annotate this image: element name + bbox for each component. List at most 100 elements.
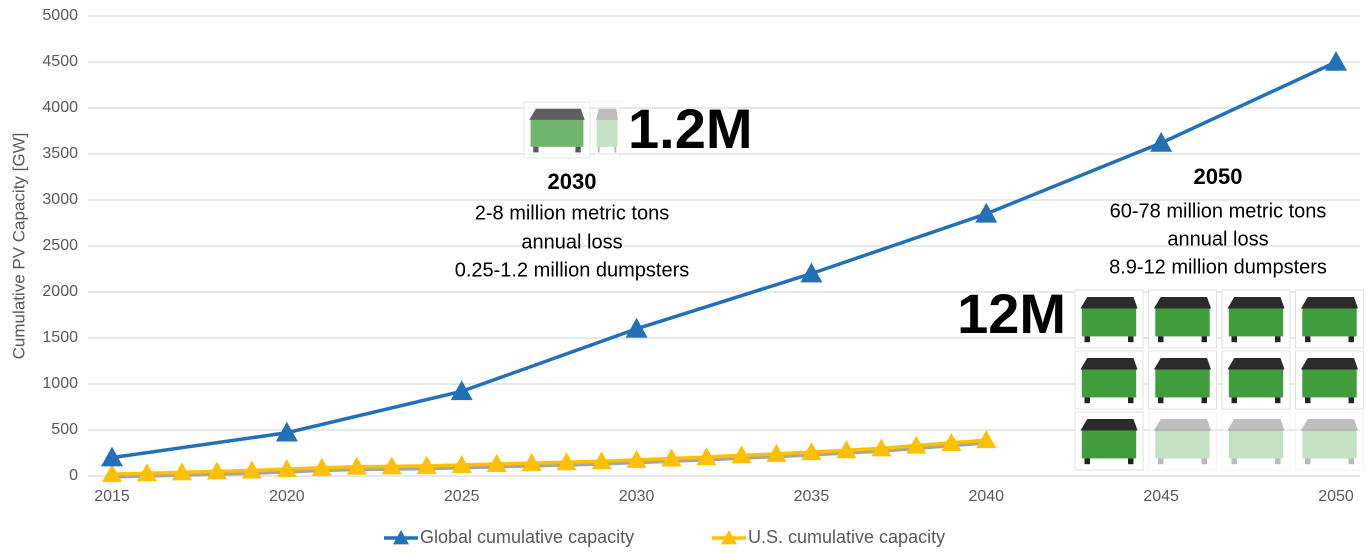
dumpster-foot [1201,458,1207,465]
y-tick-label: 1500 [42,329,78,346]
dumpster-foot [1158,458,1164,465]
y-tick-label: 2500 [42,237,78,254]
dumpster-foot [1348,397,1354,404]
y-tick-label: 0 [69,467,78,484]
dumpster-body [1155,429,1210,459]
dumpster-foot [1158,397,1164,404]
marker [731,445,752,464]
marker [625,317,648,338]
marker [661,448,682,467]
marker [975,202,998,223]
dumpster-foot [533,146,539,153]
marker [626,449,647,468]
dumpster-icon [593,101,621,159]
x-tick-label: 2030 [619,488,655,505]
marker [1150,131,1173,152]
annotation: 60-78 million metric tons [1110,200,1327,222]
dumpster-icon [1074,350,1144,410]
dumpster-icon [1148,350,1217,410]
dumpster-foot [575,146,581,153]
y-axis-label: Cumulative PV Capacity [GW] [9,133,28,360]
marker [871,438,892,457]
dumpster-foot [1084,336,1090,343]
dumpster-foot [1348,336,1354,343]
annotation: 12M [957,282,1066,345]
marker [171,462,192,481]
y-tick-label: 3500 [42,145,78,162]
dumpster-lid [1080,357,1138,370]
marker [976,430,997,449]
marker [766,443,787,462]
marker [521,453,542,472]
dumpster-lid [1153,296,1212,309]
marker [591,451,612,470]
dumpster-icon [1221,289,1291,349]
y-tick-label: 4000 [42,99,78,116]
series-line [111,438,987,476]
x-tick-label: 2045 [1143,488,1179,505]
dumpster-foot [1201,336,1207,343]
marker [101,446,123,467]
dumpster-lid [1300,418,1359,431]
legend-marker [721,530,737,545]
marker [416,455,437,474]
dumpster-foot [1275,336,1281,343]
dumpster-lid [1227,296,1285,309]
marker [275,421,298,442]
annotation: annual loss [1167,228,1268,250]
dumpster-icon [523,101,591,159]
dumpster-foot [1084,458,1090,465]
dumpster-body [1228,429,1284,459]
marker [696,447,717,466]
dumpster-lid [1300,296,1359,309]
dumpster-lid [1227,418,1285,431]
dumpster-lid [1227,357,1285,370]
marker [836,440,857,459]
annotation: 2030 [548,169,597,194]
series-line [111,60,1337,460]
dumpster-foot [1231,458,1237,465]
marker [451,454,472,473]
dumpster-lid [596,108,618,120]
dumpster-foot [1275,458,1281,465]
dumpster-foot [1128,397,1134,404]
x-tick-label: 2040 [968,488,1004,505]
marker [136,463,157,482]
y-tick-label: 500 [51,421,78,438]
legend-marker [393,530,409,545]
annotation: annual loss [521,231,622,253]
legend-label: Global cumulative capacity [420,527,634,547]
dumpster-foot [1158,336,1164,343]
dumpster-foot [614,146,617,153]
marker [801,442,822,461]
dumpster-foot [1305,397,1311,404]
annotation: 2050 [1194,164,1243,189]
dumpster-body [1155,307,1210,337]
marker [311,457,332,476]
legend-label: U.S. cumulative capacity [748,527,945,547]
icon-frame [593,101,621,159]
dumpster-foot [1231,336,1237,343]
marker [1325,51,1347,71]
annotation: 8.9-12 million dumpsters [1109,256,1327,278]
dumpster-foot [1305,336,1311,343]
marker [906,435,927,454]
dumpster-foot [1305,458,1311,465]
dumpster-icon [1074,289,1144,349]
dumpster-foot [1231,397,1237,404]
dumpster-body [1302,368,1357,398]
dumpster-lid [1080,418,1138,431]
dumpster-foot [1348,458,1354,465]
marker [276,459,297,478]
dumpster-foot [1084,397,1090,404]
dumpster-body [596,118,618,147]
marker [941,432,962,451]
marker [556,452,577,471]
y-tick-label: 1000 [42,375,78,392]
icon-frame [1148,411,1217,471]
x-tick-label: 2020 [269,488,305,505]
marker [241,460,262,479]
dumpster-foot [1275,397,1281,404]
annotation: 2-8 million metric tons [475,202,670,224]
